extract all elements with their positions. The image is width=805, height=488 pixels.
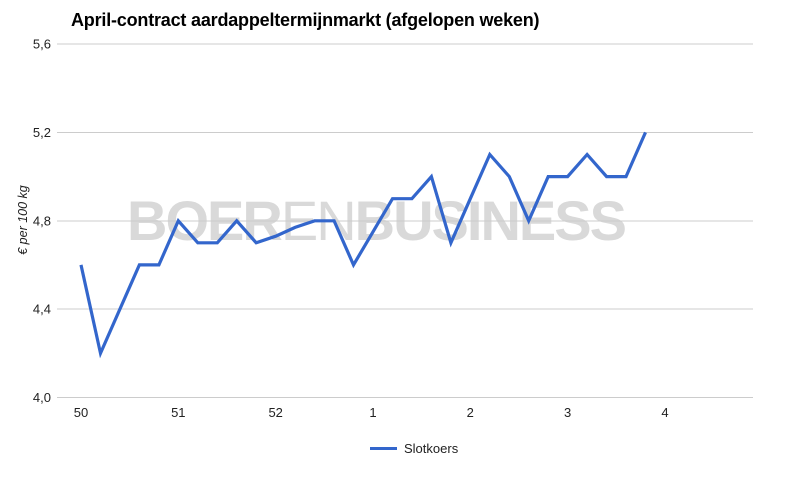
- x-tick-label: 2: [467, 405, 474, 420]
- series-line-slotkoers[interactable]: [79, 131, 647, 359]
- x-tick-label: 52: [268, 405, 282, 420]
- legend: Slotkoers: [370, 441, 458, 456]
- legend-label: Slotkoers: [404, 441, 459, 456]
- y-tick-label: 5,2: [33, 125, 51, 140]
- y-tick-label: 4,0: [33, 390, 51, 405]
- x-tick-label: 3: [564, 405, 571, 420]
- y-tick-label: 4,4: [33, 302, 51, 317]
- y-tick-label: 4,8: [33, 213, 51, 228]
- x-tick-label: 51: [171, 405, 185, 420]
- chart-title: April-contract aardappeltermijnmarkt (af…: [71, 10, 540, 30]
- y-tick-label: 5,6: [33, 37, 51, 52]
- x-tick-label: 1: [369, 405, 376, 420]
- x-tick-label: 50: [74, 405, 88, 420]
- legend-line-swatch: [370, 447, 397, 450]
- x-tick-label: 4: [661, 405, 668, 420]
